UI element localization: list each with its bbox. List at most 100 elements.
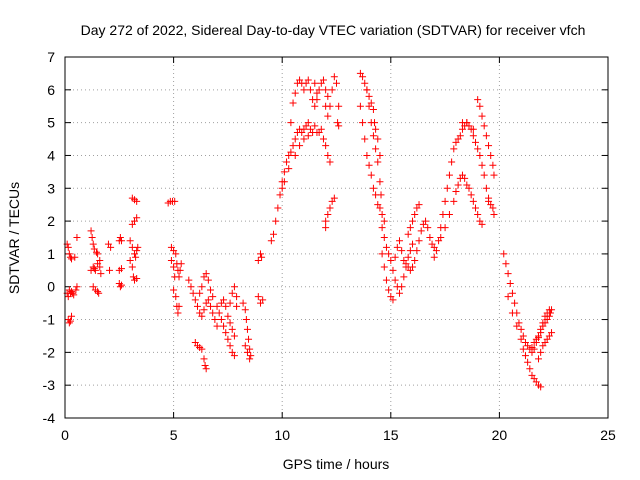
data-point xyxy=(213,322,221,330)
data-point xyxy=(280,178,288,186)
data-point xyxy=(363,86,371,94)
data-point xyxy=(391,276,399,284)
x-tick-label: 10 xyxy=(274,427,290,443)
data-point xyxy=(213,302,221,310)
data-point xyxy=(322,224,330,232)
data-point xyxy=(96,263,104,271)
data-point xyxy=(404,230,412,238)
data-point xyxy=(185,276,193,284)
data-point xyxy=(241,342,249,350)
x-tick-label: 5 xyxy=(170,427,178,443)
data-point xyxy=(363,151,371,159)
data-point xyxy=(372,125,380,133)
y-tick-label: 7 xyxy=(47,49,55,65)
data-point xyxy=(243,325,251,333)
data-point xyxy=(172,250,180,258)
data-point xyxy=(526,365,534,373)
data-point xyxy=(385,286,393,294)
data-point xyxy=(226,319,234,327)
data-point xyxy=(220,322,228,330)
data-point xyxy=(365,102,373,110)
data-point xyxy=(409,217,417,225)
data-point xyxy=(230,283,238,291)
data-point xyxy=(71,253,79,261)
data-point xyxy=(361,79,369,87)
data-point xyxy=(106,266,114,274)
data-point xyxy=(73,283,81,291)
data-point xyxy=(133,214,141,222)
data-point xyxy=(422,217,430,225)
data-point xyxy=(126,237,134,245)
data-point xyxy=(474,211,482,219)
data-point xyxy=(476,102,484,110)
data-point xyxy=(324,112,332,120)
data-point xyxy=(374,158,382,166)
data-point xyxy=(500,250,508,258)
y-tick-label: 4 xyxy=(47,147,55,163)
data-point xyxy=(448,158,456,166)
data-point xyxy=(243,348,251,356)
y-tick-label: 0 xyxy=(47,279,55,295)
data-point xyxy=(548,329,556,337)
data-point xyxy=(91,266,99,274)
data-point xyxy=(539,319,547,327)
data-point xyxy=(304,119,312,127)
data-point xyxy=(324,92,332,100)
data-point xyxy=(465,184,473,192)
data-point xyxy=(276,191,284,199)
data-point xyxy=(490,211,498,219)
data-point xyxy=(359,73,367,81)
data-point xyxy=(72,286,80,294)
data-point xyxy=(291,151,299,159)
data-point xyxy=(335,122,343,130)
y-tick-label: -4 xyxy=(43,410,56,426)
data-point xyxy=(415,201,423,209)
data-point xyxy=(395,289,403,297)
data-point xyxy=(283,158,291,166)
data-point xyxy=(415,237,423,245)
data-point xyxy=(129,273,137,281)
data-point xyxy=(472,204,480,212)
data-point xyxy=(204,276,212,284)
data-point xyxy=(380,217,388,225)
data-point xyxy=(400,273,408,281)
data-point xyxy=(116,283,124,291)
data-point xyxy=(200,306,208,314)
data-point xyxy=(437,234,445,241)
data-point xyxy=(333,79,340,87)
data-point xyxy=(90,265,98,273)
data-point xyxy=(209,293,217,301)
data-point xyxy=(198,345,206,353)
data-point xyxy=(191,296,199,304)
data-point xyxy=(369,132,377,140)
data-point xyxy=(176,266,184,274)
data-point xyxy=(445,171,453,179)
data-point xyxy=(478,112,486,120)
data-point xyxy=(226,299,234,307)
data-point xyxy=(476,151,484,159)
data-point xyxy=(508,289,516,297)
x-tick-label: 25 xyxy=(600,427,616,443)
data-point xyxy=(382,243,390,251)
data-point xyxy=(254,256,262,264)
data-point xyxy=(319,135,327,143)
data-point xyxy=(70,291,78,299)
data-point xyxy=(328,86,336,94)
data-point xyxy=(395,237,403,245)
data-point xyxy=(530,345,538,353)
data-point xyxy=(175,302,183,310)
x-axis-label: GPS time / hours xyxy=(283,456,390,472)
data-point xyxy=(411,256,419,264)
data-point xyxy=(467,191,475,199)
data-point xyxy=(372,145,380,153)
data-point xyxy=(365,161,373,169)
data-point xyxy=(117,281,125,289)
data-point xyxy=(511,299,519,307)
data-point xyxy=(441,224,449,232)
data-point xyxy=(450,145,458,153)
data-point xyxy=(304,76,312,84)
data-point xyxy=(480,171,488,179)
data-point xyxy=(361,135,369,143)
data-point xyxy=(461,174,469,182)
data-point xyxy=(317,125,325,133)
